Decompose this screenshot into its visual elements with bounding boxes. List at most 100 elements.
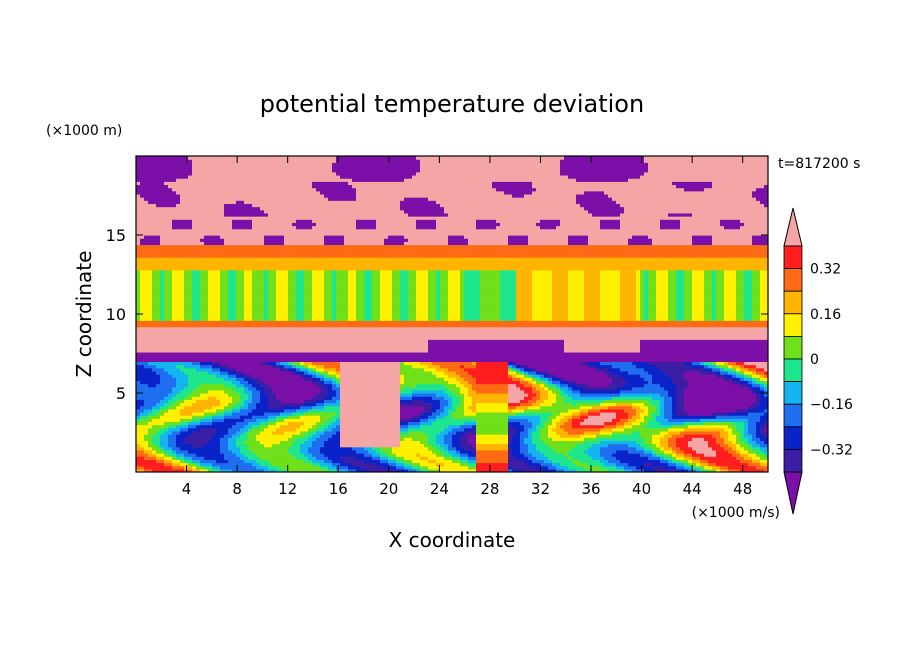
contour-cell: [160, 408, 165, 413]
contour-cell: [184, 228, 189, 233]
contour-cell: [156, 304, 161, 309]
contour-cell: [140, 459, 145, 464]
contour-cell: [180, 310, 185, 315]
contour-cell: [148, 326, 153, 331]
contour-cell: [144, 209, 149, 214]
contour-cell: [168, 380, 173, 385]
contour-cell: [172, 396, 177, 400]
contour-cell: [188, 465, 193, 470]
contour-cell: [168, 430, 173, 435]
contour-cell: [180, 377, 185, 381]
contour-cell: [164, 282, 169, 287]
contour-cell: [148, 446, 153, 451]
contour-cell: [156, 257, 161, 261]
contour-cell: [184, 424, 189, 429]
contour-cell: [164, 399, 169, 404]
contour-cell: [136, 355, 141, 359]
contour-cell: [152, 203, 157, 208]
contour-cell: [156, 174, 161, 179]
contour-cell: [140, 269, 145, 274]
contour-cell: [160, 389, 165, 394]
contour-cell: [168, 159, 173, 163]
contour-cell: [144, 288, 149, 293]
contour-cell: [172, 345, 177, 350]
contour-cell: [136, 358, 141, 362]
contour-cell: [140, 298, 145, 302]
contour-cell: [180, 295, 185, 299]
contour-cell: [144, 298, 149, 302]
contour-cell: [156, 427, 161, 432]
contour-cell: [176, 184, 181, 189]
contour-cell: [172, 402, 177, 407]
contour-cell: [176, 307, 181, 312]
contour-cell: [188, 301, 193, 306]
contour-cell: [140, 228, 145, 233]
contour-cell: [184, 282, 189, 287]
contour-cell: [164, 437, 169, 441]
contour-cell: [152, 430, 157, 435]
contour-cell: [176, 456, 181, 460]
contour-cell: [168, 446, 173, 451]
contour-cell: [160, 453, 165, 457]
contour-cell: [184, 355, 189, 359]
x-axis-label: X coordinate: [389, 528, 516, 552]
contour-cell: [152, 178, 157, 182]
contour-cell: [140, 449, 145, 454]
contour-cell: [164, 418, 169, 423]
contour-cell: [156, 307, 161, 312]
contour-cell: [148, 304, 153, 309]
contour-cell: [172, 408, 177, 413]
contour-cell: [176, 446, 181, 451]
contour-cell: [140, 276, 145, 280]
contour-cell: [156, 377, 161, 381]
contour-cell: [160, 402, 165, 407]
contour-cell: [136, 405, 141, 410]
contour-cell: [180, 247, 185, 252]
contour-cell: [160, 263, 165, 268]
contour-cell: [136, 285, 141, 290]
contour-cell: [152, 443, 157, 448]
contour-cell: [176, 462, 181, 467]
contour-cell: [172, 434, 177, 438]
contour-cell: [148, 332, 153, 337]
contour-cell: [168, 456, 173, 460]
contour-cell: [184, 408, 189, 413]
contour-cell: [144, 266, 149, 271]
contour-cell: [184, 418, 189, 423]
contour-cell: [148, 197, 153, 201]
contour-cell: [140, 178, 145, 182]
contour-cell: [160, 241, 165, 246]
contour-cell: [168, 364, 173, 369]
contour-cell: [168, 361, 173, 366]
contour-cell: [168, 421, 173, 426]
contour-cell: [160, 291, 165, 296]
contour-cell: [156, 326, 161, 331]
contour-cell: [144, 424, 149, 429]
contour-cell: [164, 329, 169, 334]
contour-cell: [156, 288, 161, 293]
contour-cell: [136, 266, 141, 271]
contour-cell: [136, 386, 141, 391]
contour-cell: [148, 225, 153, 230]
contour-cell: [180, 178, 185, 182]
contour-cell: [148, 468, 153, 472]
contour-cell: [184, 184, 189, 189]
contour-cell: [156, 241, 161, 246]
contour-cell: [152, 418, 157, 423]
contour-cell: [156, 411, 161, 416]
contour-cell: [164, 307, 169, 312]
contour-cell: [176, 449, 181, 454]
contour-cell: [148, 383, 153, 388]
contour-cell: [136, 187, 141, 192]
contour-cell: [148, 424, 153, 429]
contour-cell: [140, 304, 145, 309]
contour-cell: [184, 310, 189, 315]
contour-cell: [176, 358, 181, 362]
contour-cell: [184, 361, 189, 366]
contour-cell: [172, 159, 177, 163]
contour-cell: [136, 320, 141, 325]
contour-cell: [136, 156, 141, 160]
contour-cell: [176, 156, 181, 160]
contour-cell: [188, 358, 193, 362]
contour-cell: [152, 250, 157, 255]
